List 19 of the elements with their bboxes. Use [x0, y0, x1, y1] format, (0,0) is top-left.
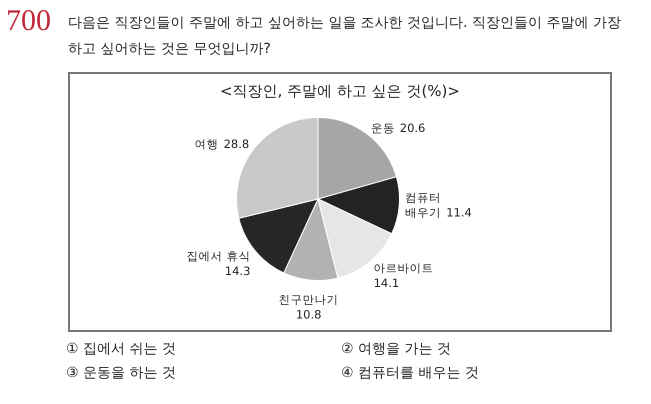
- text: ④ 컴퓨터를 배우는 것: [341, 364, 480, 382]
- data-label: 10.8: [296, 308, 322, 322]
- slice-label: 컴퓨터 배우기: [405, 190, 442, 220]
- data-label: 28.8: [224, 136, 250, 151]
- data-label: 14.1: [374, 276, 400, 290]
- data-label: 11.4: [446, 206, 472, 220]
- slice-label: 아르바이트: [374, 261, 434, 276]
- slice-label: 친구만나기: [278, 292, 339, 307]
- data-label: 20.6: [400, 121, 426, 136]
- slice-label: 집에서 휴식: [186, 249, 250, 264]
- data-label: 14.3: [224, 264, 250, 278]
- text: ② 여행을 가는 것: [341, 340, 452, 358]
- slice-label: 운동: [370, 121, 395, 136]
- text: 700: [6, 4, 51, 38]
- slice-label: 여행: [194, 136, 219, 151]
- text: 다음은 직장인들이 주말에 하고 싶어하는 일을 조사한 것입니다. 직장인들이 주말에 가장 하고 싶어하는 것은 무엇입니까?: [68, 14, 622, 59]
- chart-title: <직장인, 주말에 하고 싶은 것(%)>: [220, 82, 460, 100]
- text: ① 집에서 쉬는 것: [66, 340, 177, 358]
- text: ③ 운동을 하는 것: [66, 364, 177, 382]
